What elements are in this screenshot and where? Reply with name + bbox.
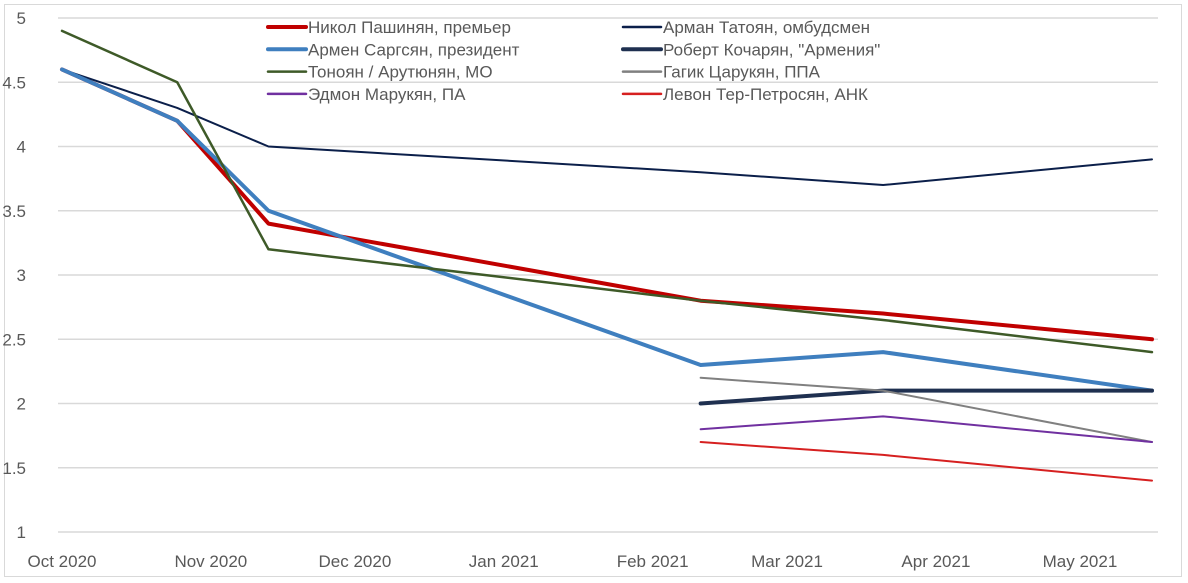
y-tick-label: 1.5 <box>2 459 26 478</box>
legend-label: Роберт Кочарян, "Армения" <box>663 40 880 59</box>
x-tick-label: Mar 2021 <box>751 552 823 571</box>
series-line <box>60 29 1154 354</box>
y-tick-label: 1 <box>17 523 26 542</box>
y-tick-label: 4 <box>17 138 26 157</box>
series-line <box>60 67 1154 342</box>
legend-label: Арман Татоян, омбудсмен <box>663 18 870 37</box>
x-tick-label: Jan 2021 <box>469 552 539 571</box>
x-tick-label: Feb 2021 <box>617 552 689 571</box>
y-tick-label: 3.5 <box>2 202 26 221</box>
y-tick-label: 2.5 <box>2 330 26 349</box>
legend-label: Эдмон Марукян, ПА <box>308 85 466 104</box>
series-line <box>699 441 1153 482</box>
series-line <box>699 376 1153 444</box>
legend-label: Армен Саргсян, президент <box>308 40 520 59</box>
series-line <box>61 68 1153 187</box>
legend-label: Тоноян / Арутюнян, МО <box>308 63 493 82</box>
x-tick-label: Nov 2020 <box>174 552 247 571</box>
y-tick-label: 3 <box>17 266 26 285</box>
x-tick-label: May 2021 <box>1043 552 1118 571</box>
y-tick-label: 2 <box>17 395 26 414</box>
y-tick-label: 4.5 <box>2 73 26 92</box>
series-line <box>699 415 1153 444</box>
legend-label: Никол Пашинян, премьер <box>308 18 511 37</box>
series-line <box>60 67 1154 393</box>
legend-label: Левон Тер-Петросян, АНК <box>663 85 868 104</box>
x-tick-label: Dec 2020 <box>319 552 392 571</box>
series-line <box>698 388 1154 406</box>
y-tick-label: 5 <box>17 9 26 28</box>
chart-border <box>4 4 1182 577</box>
x-tick-label: Oct 2020 <box>28 552 97 571</box>
x-tick-label: Apr 2021 <box>901 552 970 571</box>
legend-label: Гагик Царукян, ППА <box>663 63 821 82</box>
